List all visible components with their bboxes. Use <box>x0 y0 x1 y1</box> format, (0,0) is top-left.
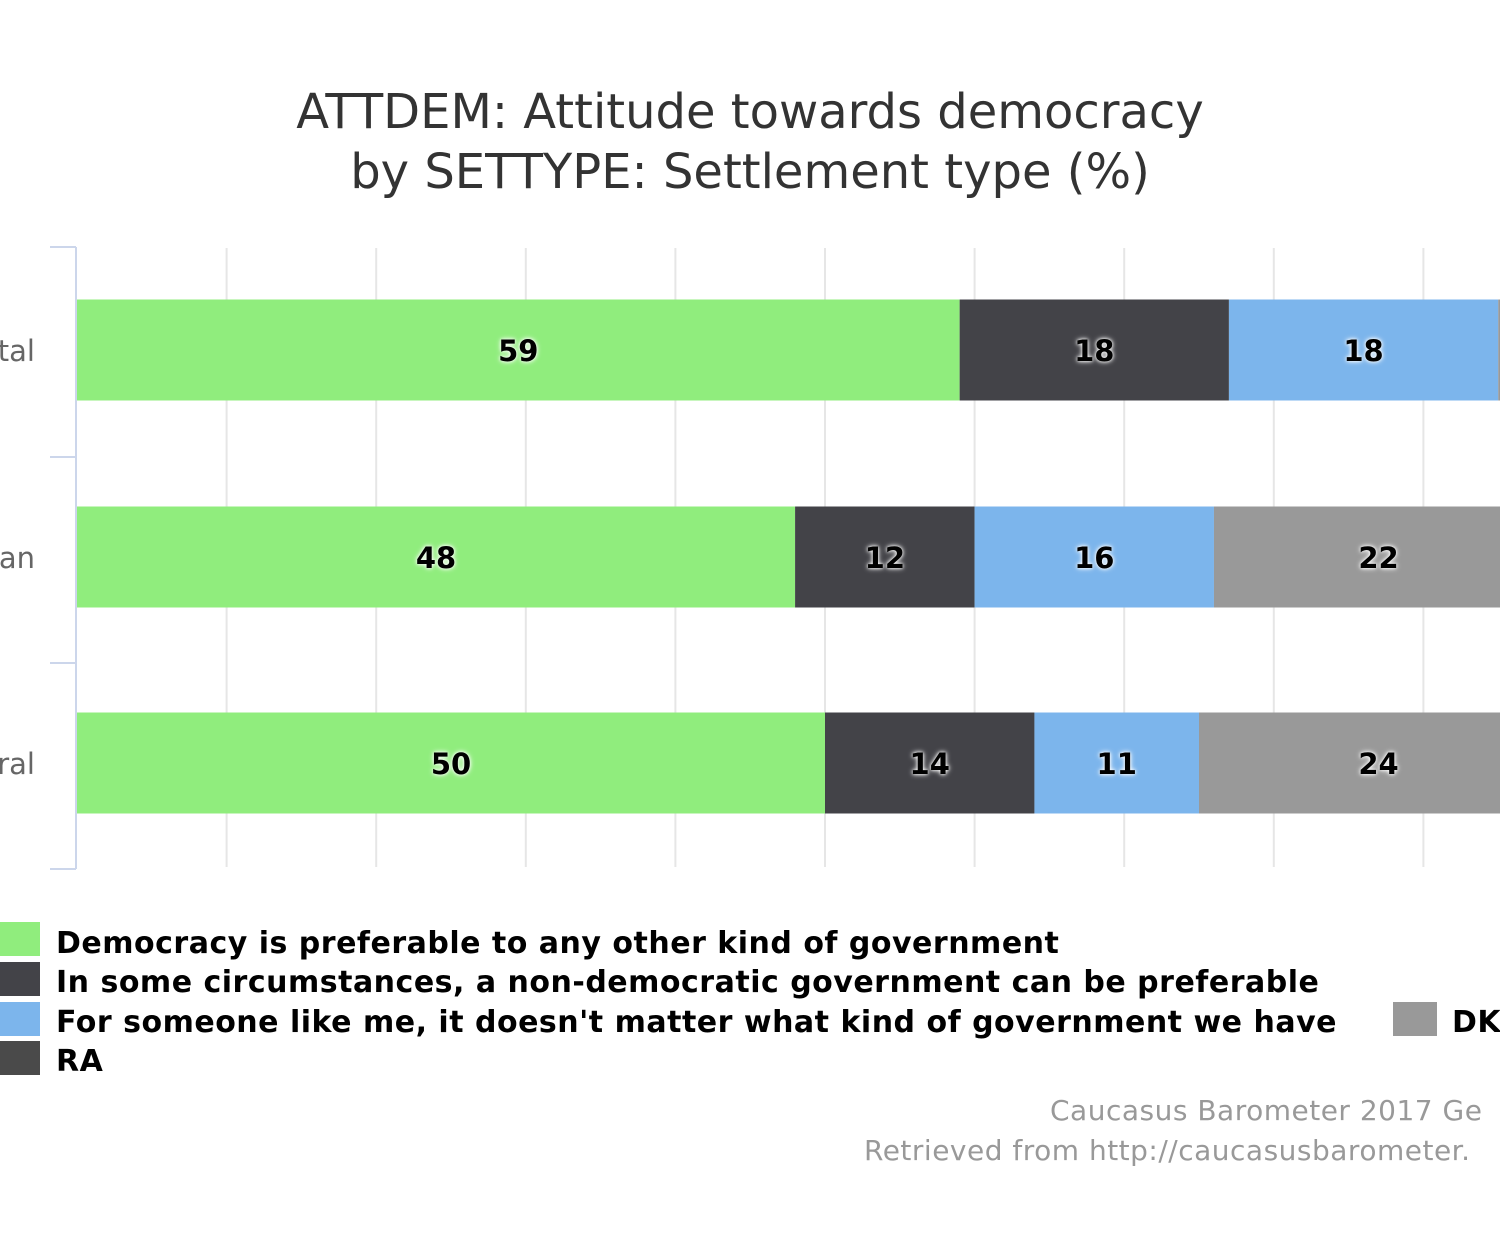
bar-segment <box>795 506 975 608</box>
legend-item[interactable]: For someone like me, it doesn't matter w… <box>0 1002 1337 1040</box>
bars: 59 18 18 48 12 16 22 50 14 11 24 <box>77 299 1500 814</box>
bar-segment <box>1199 712 1500 814</box>
bar-segment <box>974 506 1214 608</box>
data-label: 16 <box>1074 541 1114 575</box>
legend-label: DK <box>1452 1005 1500 1040</box>
data-label: 48 <box>416 541 456 575</box>
credit-retrieved: Retrieved from http://caucasusbarometer. <box>864 1134 1471 1167</box>
bar-segment <box>77 506 796 608</box>
legend-item[interactable]: In some circumstances, a non-democratic … <box>0 962 1319 1000</box>
bar-segment <box>1034 712 1199 814</box>
data-label: 18 <box>1074 334 1114 368</box>
legend-swatch <box>0 1002 40 1036</box>
category-label: Urban <box>0 541 35 575</box>
legend-item[interactable]: Democracy is preferable to any other kin… <box>0 922 1059 961</box>
legend-swatch <box>0 922 40 956</box>
data-label: 59 <box>498 334 538 368</box>
legend-label: RA <box>56 1044 104 1079</box>
data-label: 14 <box>910 747 950 781</box>
chart-title: ATTDEM: Attitude towards democracy <box>296 84 1203 140</box>
data-label: 24 <box>1358 747 1398 781</box>
legend-swatch <box>0 962 40 996</box>
data-label: 22 <box>1358 541 1398 575</box>
legend: Democracy is preferable to any other kin… <box>0 922 1500 1079</box>
legend-item[interactable]: DK <box>1393 1002 1500 1040</box>
legend-label: In some circumstances, a non-democratic … <box>56 965 1319 1000</box>
legend-item[interactable]: RA <box>0 1041 104 1079</box>
bar-segment <box>1213 506 1500 608</box>
bar-segment <box>959 299 1229 401</box>
bar-segment <box>77 712 825 814</box>
category-axis: Total Urban Rural <box>0 246 77 870</box>
bar-segment <box>1228 299 1499 401</box>
credit-source: Caucasus Barometer 2017 Ge <box>1050 1094 1482 1127</box>
data-label: 50 <box>431 747 471 781</box>
bar-segment <box>77 299 960 401</box>
category-label: Total <box>0 334 35 368</box>
legend-label: Democracy is preferable to any other kin… <box>56 926 1059 961</box>
legend-swatch <box>0 1041 40 1075</box>
bar-segment <box>825 712 1035 814</box>
data-label: 12 <box>865 541 905 575</box>
chart-subtitle: by SETTYPE: Settlement type (%) <box>350 144 1150 200</box>
category-label: Rural <box>0 747 35 781</box>
legend-label: For someone like me, it doesn't matter w… <box>56 1005 1337 1040</box>
data-label: 18 <box>1343 334 1383 368</box>
bar-segment <box>1498 299 1500 401</box>
data-label: 11 <box>1097 747 1137 781</box>
legend-swatch <box>1393 1002 1437 1036</box>
